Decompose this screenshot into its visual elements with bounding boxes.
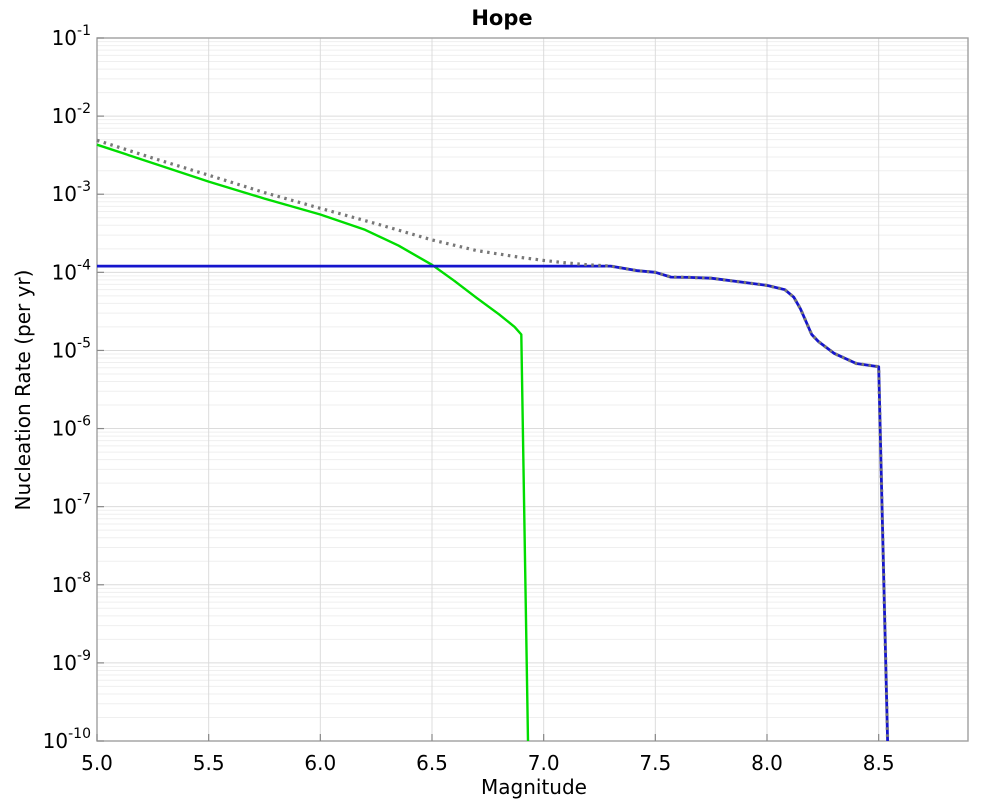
y-tick-label: 10-4 — [52, 257, 92, 284]
x-tick-label: 8.0 — [751, 751, 783, 775]
x-tick-label: 5.0 — [81, 751, 113, 775]
green-solid-curve — [96, 143, 530, 742]
y-tick-label: 10-1 — [52, 23, 91, 50]
plot-border — [96, 37, 969, 742]
major-gridlines — [96, 37, 968, 742]
y-tick-label: 10-2 — [52, 101, 91, 128]
x-tick-label: 7.5 — [639, 751, 671, 775]
x-tick-label: 6.5 — [416, 751, 448, 775]
chart-title: Hope — [471, 6, 532, 30]
y-tick-label: 10-6 — [52, 414, 92, 441]
plot-frame — [96, 37, 969, 742]
x-axis-label: Magnitude — [481, 775, 587, 799]
x-tick-label: 6.0 — [304, 751, 336, 775]
y-tick-label: 10-3 — [52, 179, 91, 206]
data-series — [96, 138, 890, 742]
minor-gridlines — [97, 41, 968, 718]
x-tick-label: 7.0 — [528, 751, 560, 775]
x-tick-label: 5.5 — [193, 751, 225, 775]
axis-ticks — [96, 37, 880, 742]
y-tick-label: 10-5 — [52, 335, 91, 362]
y-tick-label: 10-8 — [52, 570, 91, 597]
y-tick-label: 10-9 — [52, 648, 91, 675]
y-tick-label: 10-10 — [43, 726, 91, 753]
gray-dotted-curve — [96, 138, 890, 742]
x-tick-label: 8.5 — [863, 751, 895, 775]
y-tick-label: 10-7 — [52, 492, 91, 519]
tick-labels: 5.0 5.5 6.0 6.5 7.0 7.5 8.0 8.5 10-1 10-2 10-3 10-4… — [43, 23, 895, 775]
blue-solid-curve — [97, 264, 889, 742]
y-axis-label: Nucleation Rate (per yr) — [11, 270, 35, 511]
